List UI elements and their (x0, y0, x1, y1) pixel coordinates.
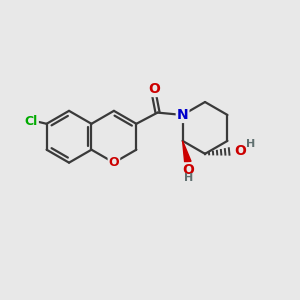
Text: H: H (184, 173, 193, 183)
Polygon shape (183, 141, 191, 163)
Text: O: O (182, 163, 194, 177)
Text: O: O (234, 144, 246, 158)
Text: N: N (177, 108, 188, 122)
Text: O: O (148, 82, 160, 96)
Text: O: O (109, 156, 119, 169)
Text: H: H (246, 140, 255, 149)
Text: Cl: Cl (25, 115, 38, 128)
